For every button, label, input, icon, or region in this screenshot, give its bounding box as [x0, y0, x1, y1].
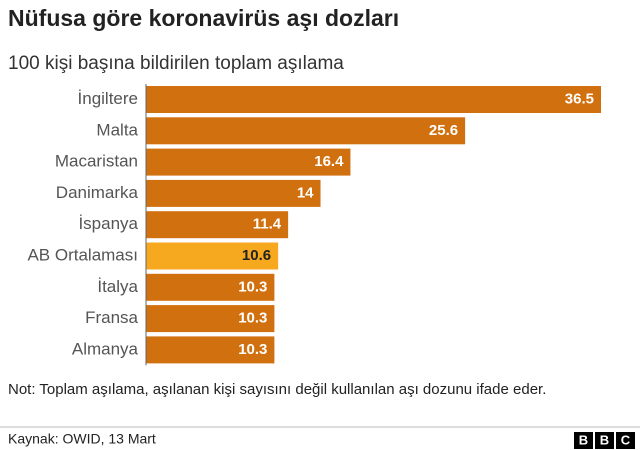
chart-title: Nüfusa göre koronavirüs aşı dozları: [8, 5, 399, 31]
source: Kaynak: OWID, 13 Mart: [8, 431, 156, 447]
value-label: 16.4: [314, 153, 344, 170]
category-label: Almanya: [72, 339, 139, 358]
logo-letter: B: [579, 432, 588, 447]
category-label: AB Ortalaması: [27, 245, 138, 264]
logo-letter: B: [600, 432, 609, 447]
chart-subtitle: 100 kişi başına bildirilen toplam aşılam…: [8, 53, 344, 74]
value-label: 10.6: [242, 247, 271, 264]
bar: [146, 273, 275, 301]
value-label: 11.4: [253, 216, 282, 233]
category-label: İtalya: [97, 277, 138, 296]
logo-box: [616, 432, 635, 449]
value-label: 10.3: [238, 341, 267, 358]
category-label: İngiltere: [78, 89, 138, 108]
bar: [146, 86, 601, 113]
category-label: Fransa: [85, 308, 138, 327]
bar: [146, 211, 289, 239]
category-label: Macaristan: [55, 152, 138, 171]
category-label: Danimarka: [56, 183, 139, 202]
bar: [146, 305, 275, 333]
value-label: 36.5: [565, 90, 594, 107]
category-label: İspanya: [78, 214, 138, 233]
value-label: 14: [297, 184, 314, 201]
bar: [146, 179, 321, 207]
note: Not: Toplam aşılama, aşılanan kişi sayıs…: [8, 381, 547, 398]
logo-box: [595, 432, 614, 449]
bar: [146, 242, 279, 270]
bar: [146, 148, 351, 176]
value-label: 10.3: [238, 310, 267, 327]
logo-box: [574, 432, 593, 449]
logo-letter: C: [621, 432, 631, 447]
bar: [146, 117, 466, 145]
value-label: 25.6: [429, 122, 458, 139]
category-label: Malta: [96, 120, 138, 139]
value-label: 10.3: [238, 278, 267, 295]
bar: [146, 336, 275, 364]
